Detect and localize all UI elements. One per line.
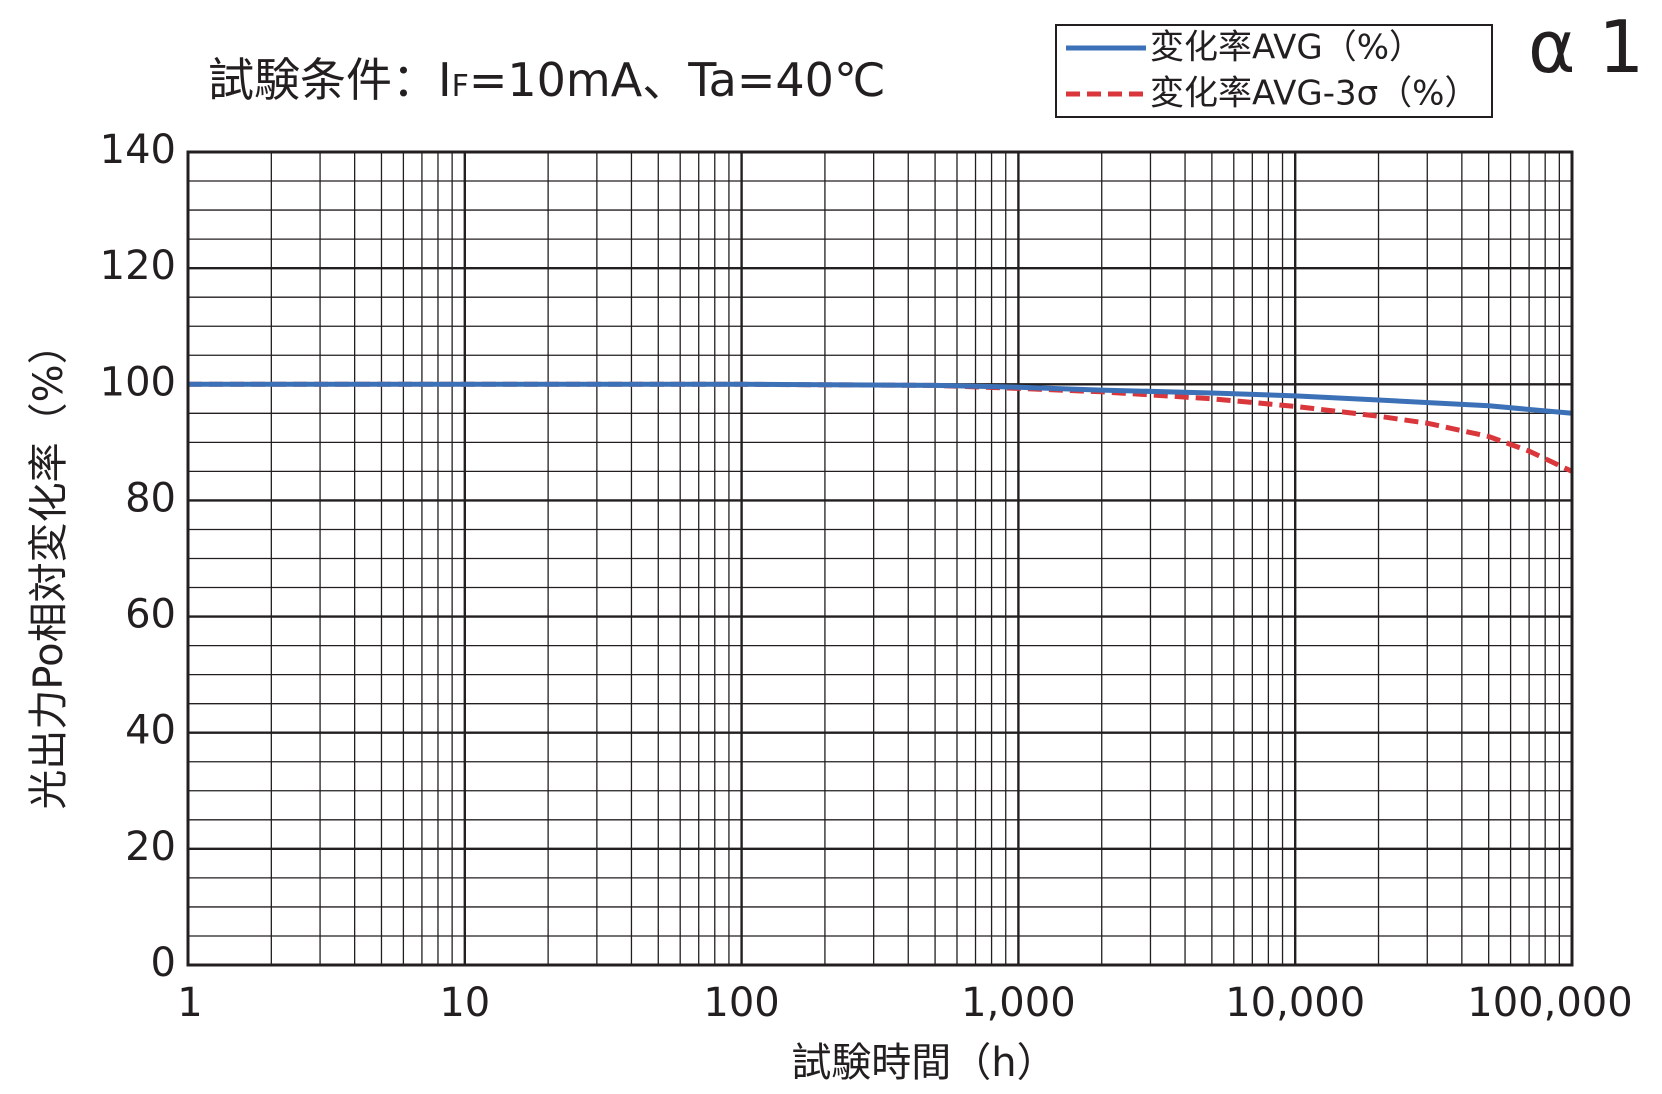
y-tick-label: 120 <box>100 243 176 289</box>
y-tick-label: 80 <box>125 475 176 521</box>
y-tick-label: 20 <box>125 824 176 870</box>
plot-frame <box>186 150 1574 967</box>
series-line-avg <box>188 381 1573 416</box>
x-tick-label: 100,000 <box>1467 980 1632 1026</box>
y-tick-label: 40 <box>125 708 176 754</box>
y-axis-ticks: 0 20 40 60 80 100 120 140 <box>100 127 176 986</box>
y-tick-label: 0 <box>151 940 176 986</box>
corner-label: α 1 <box>1528 5 1644 89</box>
x-tick-label: 10 <box>439 980 490 1026</box>
x-axis-label: 試験時間（h） <box>791 1040 1056 1086</box>
chart-title-subscript: F <box>452 69 469 104</box>
y-axis-label: 光出力Po相対変化率（%） <box>26 324 72 809</box>
x-tick-label: 1,000 <box>961 980 1076 1026</box>
chart-title: 試験条件：IF=10mA、Ta=40℃ <box>208 53 886 107</box>
chart-title-prefix: 試験条件：I <box>208 53 452 107</box>
legend-label-avg-3sigma: 変化率AVG-3σ（%） <box>1150 74 1478 114</box>
y-tick-label: 140 <box>100 127 176 173</box>
legend-label-avg: 変化率AVG（%） <box>1150 28 1423 68</box>
y-tick-label: 100 <box>100 359 176 405</box>
legend-box <box>1055 24 1493 118</box>
legend: 変化率AVG（%） 変化率AVG-3σ（%） <box>1055 24 1493 118</box>
series-layer <box>188 381 1574 474</box>
y-tick-label: 60 <box>125 592 176 638</box>
chart-title-suffix: =10mA、Ta=40℃ <box>469 53 886 107</box>
x-axis-ticks: 1 10 100 1,000 10,000 100,000 <box>177 980 1632 1026</box>
grid <box>186 150 1574 967</box>
x-tick-label: 10,000 <box>1225 980 1365 1026</box>
x-tick-label: 1 <box>177 980 202 1026</box>
x-tick-label: 100 <box>703 980 779 1026</box>
